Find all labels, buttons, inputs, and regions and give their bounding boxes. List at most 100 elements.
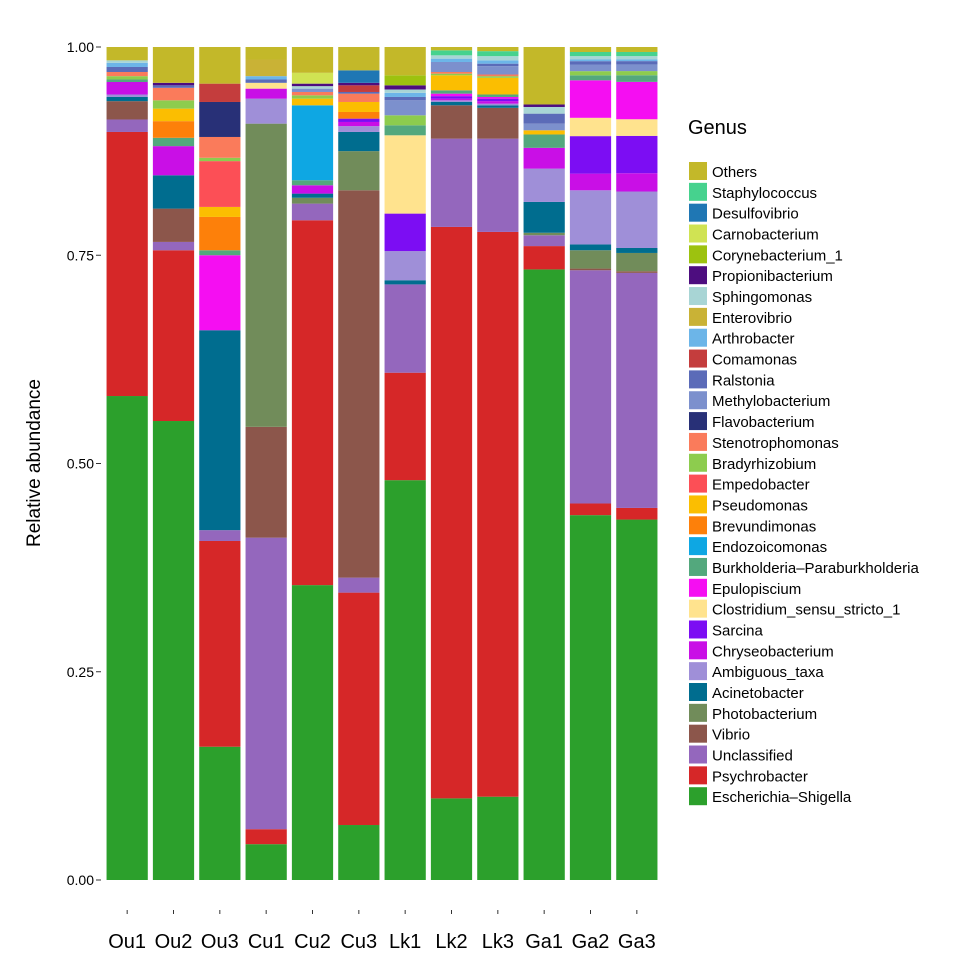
bar-segment	[616, 59, 658, 62]
bar-segment	[477, 77, 519, 95]
legend-item: Empedobacter	[689, 474, 810, 494]
bar-segment	[616, 81, 658, 120]
bar-segment	[477, 796, 519, 880]
bar-segment	[338, 111, 380, 119]
bar-segment	[430, 55, 473, 59]
bar-segment	[245, 79, 287, 83]
y-tick-label: 0.50	[67, 456, 94, 472]
legend-label: Unclassified	[712, 748, 793, 765]
bar-segment	[384, 213, 426, 252]
legend-swatch	[689, 683, 707, 701]
bar-segment	[523, 232, 565, 236]
bar-segment	[338, 93, 380, 102]
legend-label: Flavobacterium	[712, 414, 815, 431]
x-axis: Ou1 Ou2 Ou3 Cu1 Cu2 Cu3 Lk1 Lk2 Lk3 Ga1 Ga2 Ga3	[108, 910, 656, 953]
bar-segment	[430, 50, 473, 56]
bar-segment	[245, 426, 287, 538]
bar-segment	[106, 131, 148, 397]
legend-item: Staphylococcus	[689, 182, 817, 202]
bar-segment	[477, 231, 519, 797]
bar-segment	[616, 272, 658, 508]
bar-segment	[523, 168, 565, 202]
legend-label: Methylobacterium	[712, 393, 830, 410]
bar-segment	[384, 115, 426, 126]
bar-segment	[569, 71, 612, 76]
legend: Genus Others Staphylococcus Desulfovibrio C…	[688, 117, 919, 806]
legend-item: Bradyrhizobium	[689, 453, 816, 473]
legend-swatch	[689, 162, 707, 180]
bar-segment	[523, 123, 565, 131]
bar-segment	[291, 193, 334, 198]
bar-segment	[430, 226, 473, 799]
bar-segment	[152, 137, 195, 147]
legend-swatch	[689, 432, 707, 451]
bar-segment	[430, 100, 473, 102]
bar-segment	[616, 271, 658, 273]
bar-segment	[477, 96, 519, 99]
legend-swatch	[689, 537, 707, 556]
bar-segment	[569, 136, 612, 174]
legend-swatch	[689, 557, 707, 576]
bar-segment	[430, 138, 473, 227]
legend-label: Propionibacterium	[712, 268, 833, 285]
bar-segment	[616, 61, 658, 65]
bar-stack-lk3	[477, 47, 519, 880]
bar-segment	[199, 530, 241, 541]
x-tick-label: Ou1	[108, 931, 146, 953]
bar-segment	[245, 123, 287, 427]
bar-segment	[430, 98, 473, 101]
legend-label: Ambiguous_taxa	[712, 664, 824, 681]
bar-segment	[616, 71, 658, 76]
legend-label: Arthrobacter	[712, 331, 795, 348]
bar-segment	[291, 585, 334, 880]
bar-segment	[245, 98, 287, 124]
legend-label: Acinetobacter	[712, 685, 804, 702]
legend-item: Flavobacterium	[689, 412, 815, 431]
x-tick-label: Lk3	[482, 931, 514, 953]
bar-segment	[523, 106, 565, 114]
bar-segment	[199, 330, 241, 531]
bar-segment	[616, 519, 658, 880]
bar-segment	[616, 56, 658, 60]
legend-label: Empedobacter	[712, 477, 810, 494]
legend-swatch	[689, 453, 707, 472]
bar-segment	[152, 208, 195, 242]
bar-segment	[430, 71, 473, 74]
legend-swatch	[689, 182, 707, 201]
bar-segment	[245, 844, 287, 880]
bar-segment	[384, 284, 426, 373]
bar-segment	[569, 47, 612, 52]
bar-segment	[245, 88, 287, 99]
bar-segment	[152, 82, 195, 86]
bar-segment	[384, 372, 426, 481]
bar-segment	[152, 250, 195, 422]
bar-segment	[430, 73, 473, 76]
bar-segment	[616, 247, 658, 253]
legend-label: Comamonas	[712, 352, 797, 369]
bar-segment	[616, 75, 658, 82]
bar-segment	[199, 83, 241, 102]
legend-item: Escherichia–Shigella	[689, 787, 852, 806]
bar-segment	[569, 61, 612, 65]
bar-segment	[106, 119, 148, 132]
legend-swatch	[689, 620, 707, 639]
bar-segment	[430, 90, 473, 94]
bar-segment	[384, 96, 426, 101]
bar-segment	[523, 47, 565, 105]
bar-segment	[430, 75, 473, 91]
bar-segment	[569, 59, 612, 62]
legend-label: Photobacterium	[712, 706, 817, 723]
legend-item: Photobacterium	[689, 703, 817, 723]
bar-segment	[291, 88, 334, 92]
legend-label: Burkholderia–Paraburkholderia	[712, 560, 919, 577]
legend-label: Desulfovibrio	[712, 206, 799, 223]
bar-stack-lk2	[430, 47, 473, 880]
bar-segment	[199, 216, 241, 251]
bar-segment	[338, 47, 380, 71]
legend-item: Clostridium_sensu_stricto_1	[689, 599, 900, 619]
bar-segment	[291, 203, 334, 221]
bar-segment	[477, 107, 519, 139]
legend-item: Carnobacterium	[689, 224, 819, 244]
bar-segment	[384, 89, 426, 93]
bar-stack-lk1	[384, 47, 426, 880]
